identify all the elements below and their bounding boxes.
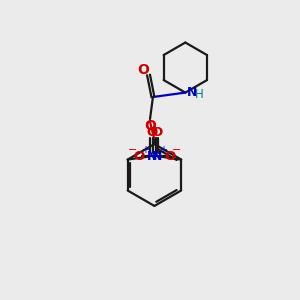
Text: N: N [187,86,197,99]
Text: O: O [164,149,176,163]
Text: +: + [160,145,167,155]
Text: O: O [137,64,149,77]
Text: −: − [172,145,181,155]
Text: O: O [152,126,163,139]
Text: O: O [145,118,157,133]
Text: N: N [147,149,157,163]
Text: O: O [133,149,144,163]
Text: +: + [141,145,149,155]
Text: H: H [195,88,203,101]
Text: −: − [128,145,137,155]
Text: O: O [146,126,158,139]
Text: N: N [152,149,162,163]
